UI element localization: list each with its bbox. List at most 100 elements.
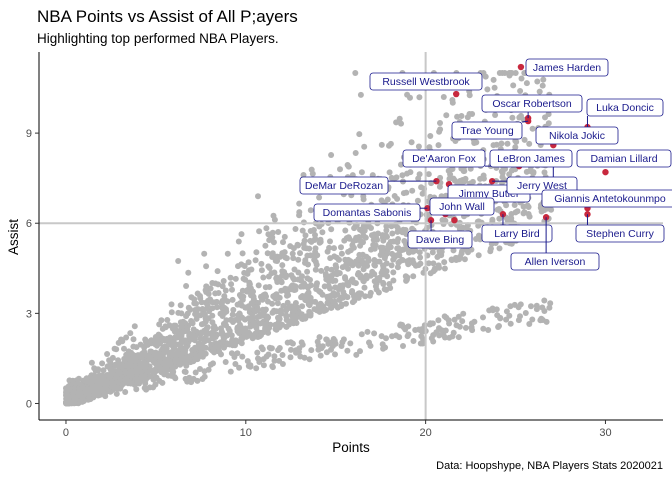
background-point	[126, 356, 133, 363]
background-point	[161, 371, 168, 378]
background-point	[528, 303, 534, 310]
background-point	[292, 226, 299, 232]
background-point	[193, 300, 199, 307]
label-box	[429, 197, 495, 216]
background-point	[88, 379, 95, 386]
background-point	[209, 328, 216, 335]
background-point	[455, 334, 462, 341]
background-point	[469, 111, 476, 117]
background-point	[370, 241, 377, 248]
background-point	[147, 348, 154, 355]
background-point	[284, 299, 291, 306]
background-point	[269, 363, 276, 370]
background-point	[223, 332, 230, 339]
background-point	[181, 349, 188, 356]
label-text: Dave Bing	[416, 234, 465, 246]
background-point	[238, 340, 245, 347]
background-point	[485, 327, 492, 333]
chart-caption: Data: Hoopshype, NBA Players Stats 20200…	[436, 460, 663, 472]
background-point	[333, 254, 340, 261]
background-point	[352, 70, 359, 76]
background-point	[153, 374, 160, 381]
background-point	[205, 290, 212, 297]
background-point	[313, 286, 320, 292]
background-point	[513, 138, 520, 145]
background-point	[383, 260, 390, 267]
background-point	[464, 114, 471, 121]
background-point	[263, 225, 270, 232]
label-text: Giannis Antetokounmpo	[554, 193, 666, 205]
background-point	[541, 308, 548, 314]
background-point	[356, 290, 363, 297]
background-point	[315, 306, 322, 313]
x-axis-title: Points	[332, 440, 370, 455]
background-point	[419, 190, 426, 197]
background-point	[547, 300, 554, 307]
background-point	[279, 361, 286, 367]
background-point	[339, 264, 346, 271]
player-label: Giannis Antetokounmpo	[541, 189, 672, 208]
label-text: Stephen Curry	[586, 228, 654, 240]
background-point	[100, 367, 107, 374]
background-point	[101, 390, 108, 397]
background-point	[406, 249, 412, 256]
background-point	[99, 360, 106, 367]
background-point	[462, 324, 469, 331]
background-point	[136, 377, 143, 384]
background-point	[159, 325, 166, 332]
background-point	[171, 374, 178, 380]
background-point	[436, 264, 443, 271]
background-point	[198, 321, 205, 328]
background-point	[306, 356, 313, 363]
background-point	[416, 94, 423, 101]
background-point	[256, 228, 263, 235]
background-point	[111, 345, 118, 352]
background-point	[147, 373, 154, 380]
background-point	[76, 387, 83, 394]
label-box	[481, 94, 583, 113]
background-point	[326, 244, 333, 251]
background-point	[316, 194, 323, 201]
background-point	[429, 249, 436, 256]
background-point	[316, 334, 323, 341]
background-point	[352, 280, 359, 287]
background-point	[209, 299, 216, 306]
background-point	[302, 232, 309, 239]
background-point	[360, 232, 367, 239]
background-point	[454, 113, 461, 120]
background-point	[469, 178, 476, 185]
background-point	[299, 303, 306, 310]
label-text: John Wall	[439, 201, 485, 213]
background-point	[379, 248, 385, 255]
background-point	[138, 353, 145, 360]
label-text: Oscar Robertson	[492, 98, 572, 110]
background-point	[393, 119, 400, 126]
background-point	[468, 320, 475, 327]
background-point	[155, 331, 162, 338]
background-point	[201, 368, 208, 375]
background-point	[119, 338, 126, 345]
background-point	[224, 298, 231, 305]
background-point	[356, 251, 363, 258]
axes: 0 10 20 30 0 3 6 9	[26, 52, 663, 439]
background-point	[475, 252, 482, 259]
background-point	[371, 257, 378, 263]
background-point	[312, 245, 319, 252]
background-point	[351, 293, 357, 300]
background-point	[108, 372, 115, 379]
background-point	[93, 376, 100, 383]
background-point	[443, 112, 450, 119]
background-point	[224, 250, 231, 257]
background-point	[308, 347, 315, 354]
player-label: De'Aaron Fox	[402, 149, 520, 168]
background-point	[335, 286, 342, 293]
background-point	[458, 113, 465, 119]
background-point	[68, 400, 75, 406]
background-point	[254, 314, 261, 320]
background-point	[301, 280, 308, 287]
background-point	[261, 311, 268, 318]
label-box	[575, 224, 665, 243]
background-point	[103, 380, 110, 386]
background-point	[399, 256, 406, 263]
background-point	[252, 308, 259, 315]
